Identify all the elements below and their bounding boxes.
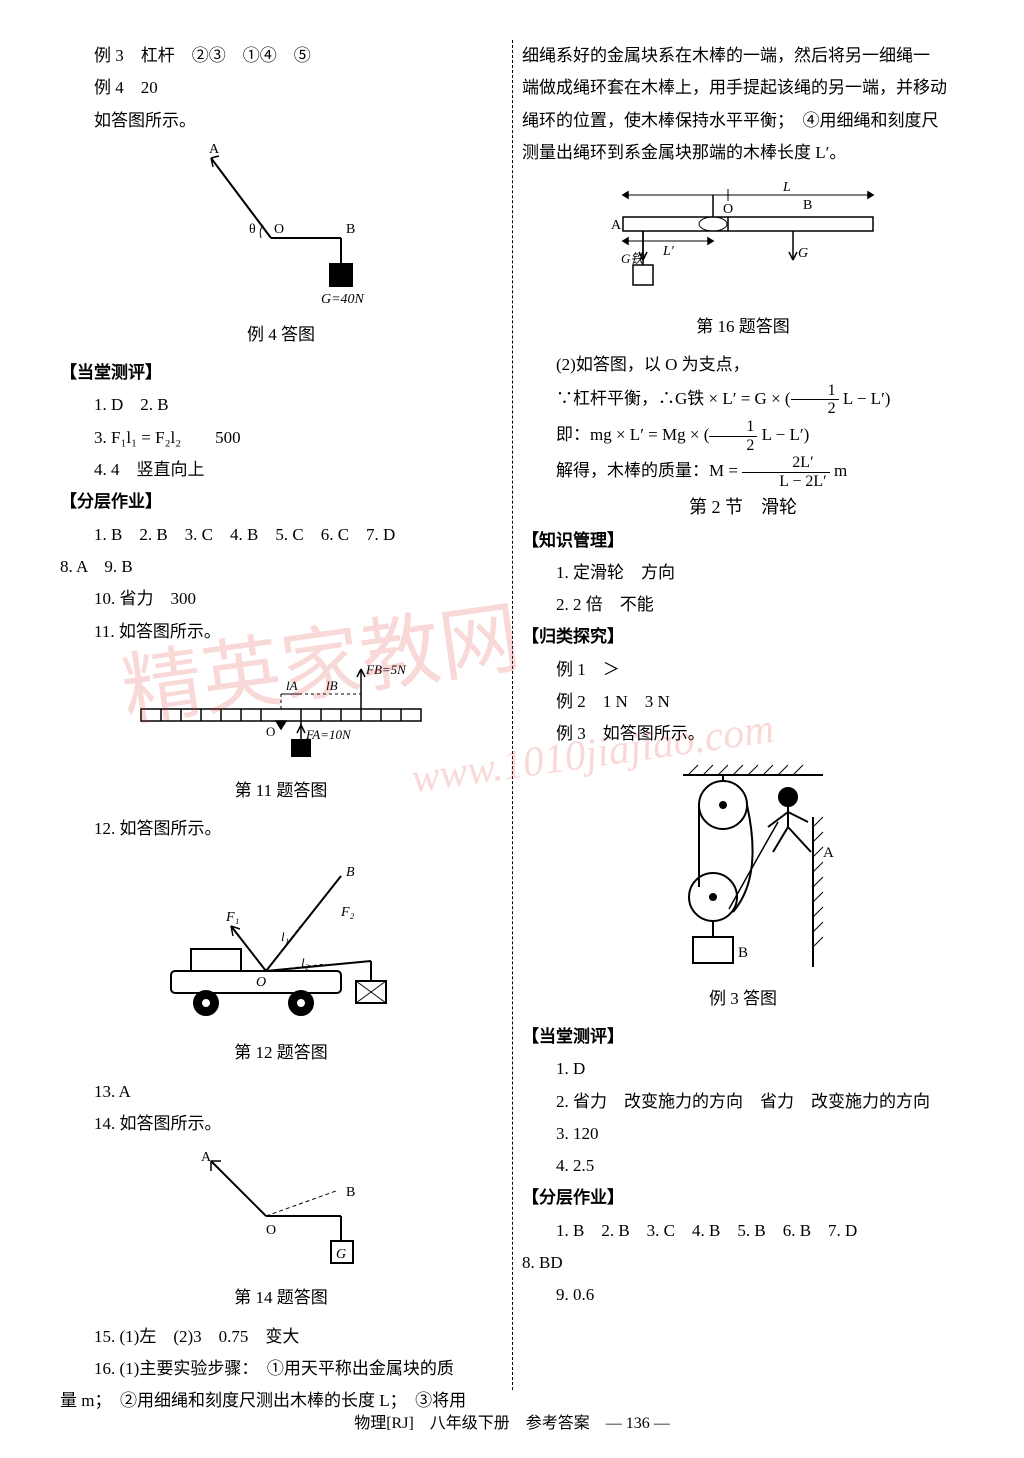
svg-text:O: O: [274, 222, 284, 237]
svg-text:B: B: [346, 865, 355, 880]
text-line: 细绳系好的金属块系在木棒的一端，然后将另一细绳一: [522, 40, 964, 72]
text-line: 8. BD: [522, 1247, 964, 1279]
svg-text:lA: lA: [286, 678, 298, 693]
text-line: 1. D 2. B: [60, 389, 502, 421]
figure-ex3-caption: 例 3 答图: [522, 983, 964, 1015]
section-heading: 【知识管理】: [522, 525, 964, 557]
text-line: 例 2 1 N 3 N: [522, 686, 964, 718]
svg-text:θ: θ: [249, 222, 256, 237]
text-line: 4. 2.5: [522, 1150, 964, 1182]
figure-16: A B O L L′ G铁 G: [522, 175, 964, 305]
text-line: 例 3 如答图所示。: [522, 718, 964, 750]
figure-11: O lA lB FB=5N FA=10N: [60, 654, 502, 769]
svg-text:FB=5N: FB=5N: [365, 662, 407, 677]
svg-text:B: B: [346, 1185, 355, 1200]
page-container: 例 3 杠杆 ②③ ①④ ⑤ 例 4 20 如答图所示。 A θ O B G=4…: [60, 40, 964, 1390]
text-line: 12. 如答图所示。: [60, 813, 502, 845]
text-line: 绳环的位置，使木棒保持水平平衡； ④用细绳和刻度尺: [522, 105, 964, 137]
svg-text:A: A: [201, 1150, 212, 1165]
text-line: 14. 如答图所示。: [60, 1108, 502, 1140]
text-line: 1. 定滑轮 方向: [522, 557, 964, 589]
text-line: 2. 2 倍 不能: [522, 589, 964, 621]
text-line: 例 4 20: [60, 72, 502, 104]
text-line: 1. B 2. B 3. C 4. B 5. C 6. C 7. D: [60, 519, 502, 551]
svg-text:l₂: l₂: [301, 955, 310, 970]
section-heading: 【当堂测评】: [60, 357, 502, 389]
svg-text:lB: lB: [326, 678, 338, 693]
text-line: 1. D: [522, 1053, 964, 1085]
svg-text:O: O: [723, 202, 733, 217]
text-line: 例 1 ＞: [522, 654, 964, 686]
svg-text:A: A: [209, 143, 220, 157]
section-2-title: 第 2 节 滑轮: [522, 490, 964, 524]
text-line: 10. 省力 300: [60, 583, 502, 615]
text-line: 15. (1)左 (2)3 0.75 变大: [60, 1321, 502, 1353]
section-heading: 【分层作业】: [522, 1182, 964, 1214]
section-heading: 【归类探究】: [522, 621, 964, 653]
figure-11-caption: 第 11 题答图: [60, 775, 502, 807]
svg-text:O: O: [266, 724, 275, 739]
text-line: 4. 4 竖直向上: [60, 454, 502, 486]
text-line: 2. 省力 改变施力的方向 省力 改变施力的方向: [522, 1086, 964, 1118]
svg-text:O: O: [266, 1223, 276, 1238]
svg-text:G铁: G铁: [621, 251, 645, 266]
text-line: 8. A 9. B: [60, 551, 502, 583]
text-line: 9. 0.6: [522, 1279, 964, 1311]
text-line: 11. 如答图所示。: [60, 616, 502, 648]
text-line: 如答图所示。: [60, 105, 502, 137]
svg-text:G: G: [336, 1247, 346, 1262]
svg-text:A: A: [823, 845, 834, 861]
right-column: 细绳系好的金属块系在木棒的一端，然后将另一细绳一 端做成绳环套在木棒上，用手提起…: [522, 40, 964, 1390]
svg-text:O: O: [256, 975, 266, 990]
svg-text:A: A: [611, 218, 622, 233]
svg-text:B: B: [803, 198, 812, 213]
figure-4: A θ O B G=40N: [60, 143, 502, 313]
text-line: 例 3 杠杆 ②③ ①④ ⑤: [60, 40, 502, 72]
formula-line: 解得，木棒的质量：M = 2L′L − 2L′ m: [522, 454, 964, 490]
text-line: 3. F₁l₁ = F₂l₂ 500: [60, 422, 502, 454]
column-divider: [512, 40, 513, 1390]
text-line: 16. (1)主要实验步骤： ①用天平称出金属块的质: [60, 1353, 502, 1385]
text-line: 13. A: [60, 1076, 502, 1108]
svg-text:F₁: F₁: [225, 910, 239, 925]
formula-line: 即：mg × L′ = Mg × (12 L − L′): [522, 418, 964, 454]
figure-ex3: A B: [522, 757, 964, 977]
figure-14-caption: 第 14 题答图: [60, 1282, 502, 1314]
svg-text:B: B: [738, 945, 748, 961]
section-heading: 【分层作业】: [60, 486, 502, 518]
text-line: 3. 120: [522, 1118, 964, 1150]
svg-text:FA=10N: FA=10N: [305, 727, 352, 742]
svg-text:L: L: [782, 180, 791, 195]
svg-text:G=40N: G=40N: [321, 292, 365, 307]
svg-text:G: G: [798, 246, 808, 261]
figure-16-caption: 第 16 题答图: [522, 311, 964, 343]
left-column: 例 3 杠杆 ②③ ①④ ⑤ 例 4 20 如答图所示。 A θ O B G=4…: [60, 40, 502, 1390]
text-line: 测量出绳环到系金属块那端的木棒长度 L′。: [522, 137, 964, 169]
section-heading: 【当堂测评】: [522, 1021, 964, 1053]
formula-line: ∵杠杆平衡，∴G铁 × L′ = G × (12 L − L′): [522, 382, 964, 418]
svg-text:F₂: F₂: [340, 905, 355, 920]
text-line: 端做成绳环套在木棒上，用手提起该绳的另一端，并移动: [522, 72, 964, 104]
figure-12: F₁ B F₂ O l₁ l₂: [60, 851, 502, 1031]
svg-text:B: B: [346, 222, 355, 237]
figure-4-caption: 例 4 答图: [60, 319, 502, 351]
text-line: (2)如答图，以 O 为支点，: [522, 349, 964, 381]
svg-text:L′: L′: [662, 244, 675, 259]
page-footer: 物理[RJ] 八年级下册 参考答案 — 136 —: [0, 1409, 1024, 1433]
svg-text:l₁: l₁: [281, 929, 289, 944]
figure-12-caption: 第 12 题答图: [60, 1037, 502, 1069]
text-line: 1. B 2. B 3. C 4. B 5. B 6. B 7. D: [522, 1215, 964, 1247]
figure-14: A B O G: [60, 1146, 502, 1276]
